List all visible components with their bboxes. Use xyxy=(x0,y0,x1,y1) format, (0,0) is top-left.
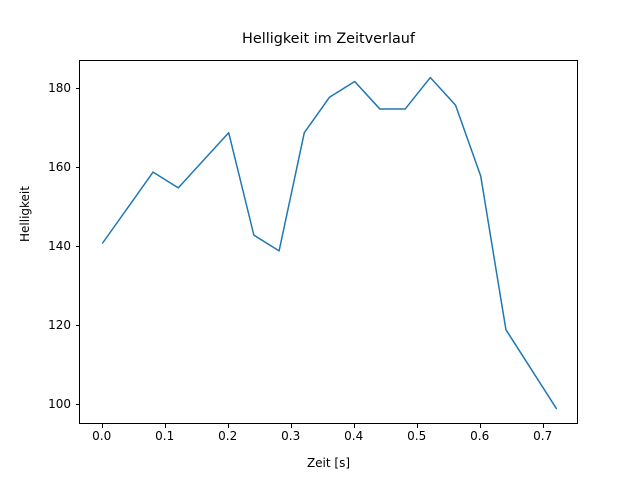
x-tick-mark xyxy=(353,424,355,428)
x-tick-mark xyxy=(479,424,481,428)
y-tick-mark xyxy=(75,88,79,90)
x-tick-label: 0.0 xyxy=(92,429,112,443)
x-axis-tick-labels: 0.0 0.1 0.2 0.3 0.4 0.5 0.6 0.7 xyxy=(0,430,640,446)
x-tick-mark xyxy=(101,424,103,428)
x-tick-label: 0.3 xyxy=(281,429,301,443)
y-tick-label: 140 xyxy=(48,238,71,253)
plot-area xyxy=(79,60,578,424)
page-title: Helligkeit im Zeitverlauf xyxy=(242,31,415,47)
x-tick-label: 0.5 xyxy=(407,429,427,443)
y-tick-label: 120 xyxy=(48,317,71,332)
y-tick-mark xyxy=(75,324,79,326)
x-tick-label: 0.1 xyxy=(155,429,175,443)
x-tick-mark xyxy=(227,424,229,428)
x-tick-label: 0.7 xyxy=(533,429,553,443)
x-tick-label: 0.6 xyxy=(470,429,490,443)
x-axis-label: Zeit [s] xyxy=(306,456,351,470)
line-series-brightness xyxy=(101,76,558,410)
series-polyline xyxy=(101,76,558,410)
y-tick-mark xyxy=(75,403,79,405)
x-tick-mark xyxy=(542,424,544,428)
x-tick-mark xyxy=(290,424,292,428)
y-tick-label: 100 xyxy=(48,396,71,411)
y-tick-mark xyxy=(75,167,79,169)
x-tick-label: 0.2 xyxy=(218,429,238,443)
x-tick-mark xyxy=(164,424,166,428)
y-tick-label: 160 xyxy=(48,160,71,175)
x-tick-mark xyxy=(416,424,418,428)
y-axis-tick-labels: 100 120 140 160 180 xyxy=(0,0,71,480)
y-tick-label: 180 xyxy=(48,81,71,96)
x-tick-label: 0.4 xyxy=(344,429,364,443)
y-tick-mark xyxy=(75,245,79,247)
